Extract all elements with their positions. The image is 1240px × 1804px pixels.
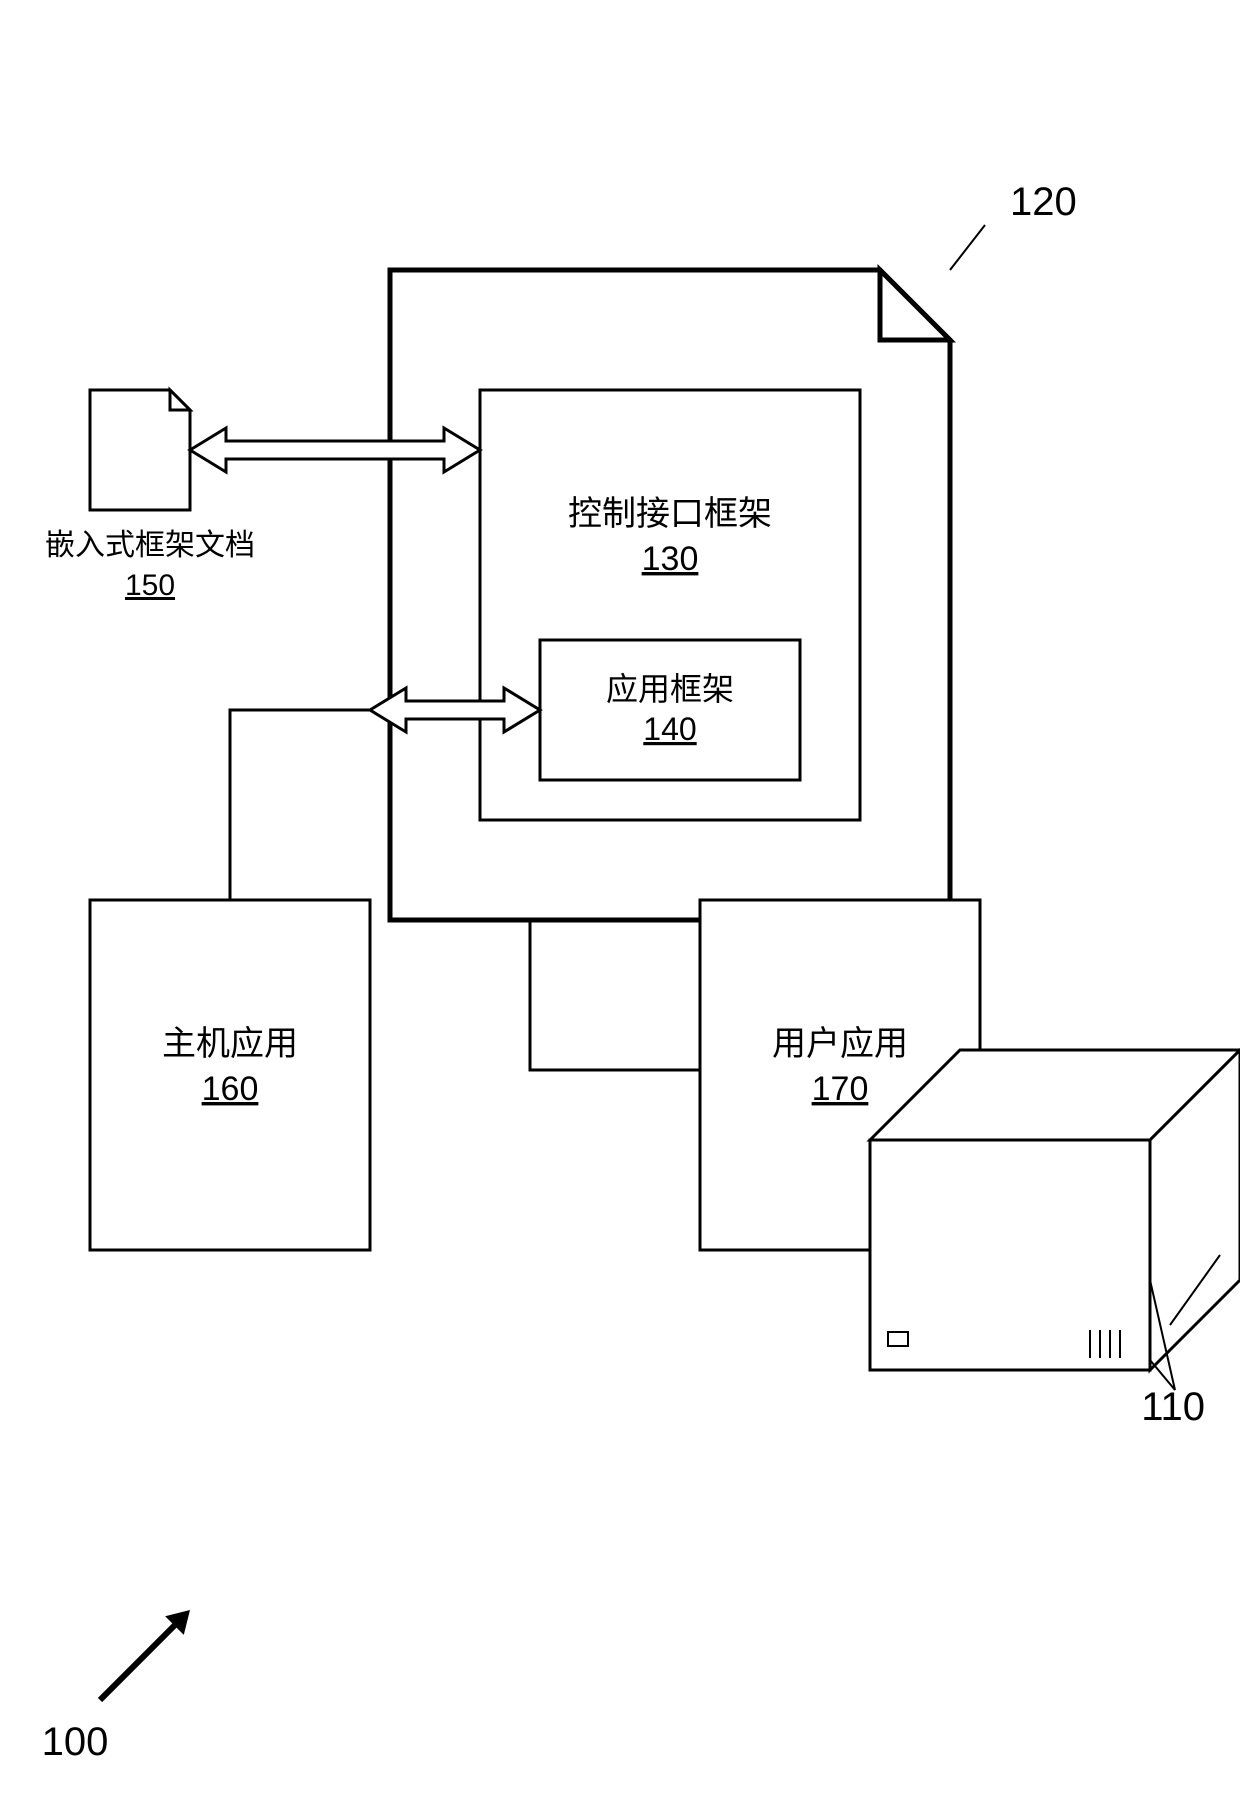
user-application-title: 用户应用	[772, 1025, 908, 1063]
control-interface-frame-ref: 130	[642, 540, 699, 578]
ref-120-label: 120	[1010, 180, 1077, 224]
user-application-ref: 170	[812, 1070, 869, 1108]
embedded-frame-document-title: 嵌入式框架文档	[45, 529, 255, 562]
ref-120-leader	[950, 225, 985, 270]
connector-user-to-document	[530, 920, 700, 1070]
ref-110-label: 110	[1141, 1385, 1205, 1429]
embedded-frame-document	[90, 390, 190, 510]
connector-host-to-arrow	[230, 710, 370, 900]
application-frame	[540, 640, 800, 780]
control-interface-frame-title: 控制接口框架	[568, 495, 772, 533]
embedded-frame-document-ref: 150	[125, 569, 175, 602]
host-application-title: 主机应用	[162, 1025, 298, 1063]
figure-number-label: 100	[42, 1720, 109, 1764]
host-application-ref: 160	[202, 1070, 259, 1108]
application-frame-title: 应用框架	[606, 671, 734, 707]
figure-number-arrow-shaft	[100, 1626, 174, 1700]
computer-icon	[870, 1050, 1240, 1370]
application-frame-ref: 140	[643, 711, 696, 747]
